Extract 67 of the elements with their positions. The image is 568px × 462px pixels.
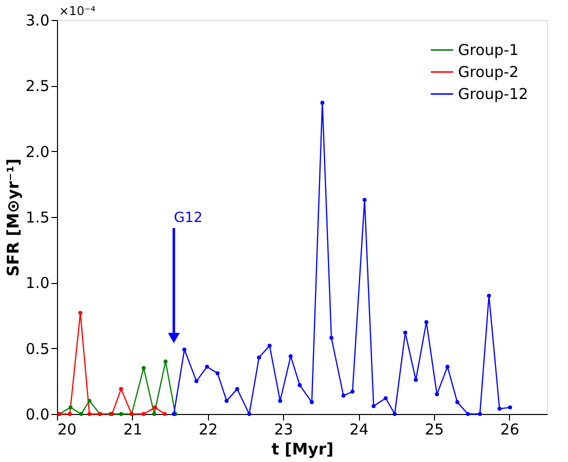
x-tick-label: 23 [274,420,294,438]
point [341,394,346,398]
point [235,387,240,392]
point [87,398,92,403]
point [68,412,72,416]
point [119,412,124,416]
y-tick-label: 2.0 [26,142,50,161]
point [414,378,418,382]
point [164,359,168,364]
legend-label: Group-2 [458,63,519,81]
point [384,396,388,400]
y-tick-label: 2.5 [26,77,50,96]
point [288,354,293,358]
point [434,392,439,396]
point [268,344,272,348]
legend-label: Group-12 [458,85,528,103]
y-axis-title: SFR [M⊙yr⁻¹] [4,158,23,277]
point [278,398,282,403]
point [257,356,262,360]
x-tick-label: 24 [349,420,369,438]
point [350,390,355,394]
point [320,100,324,105]
point [372,404,376,408]
annotation: G12 [174,210,203,226]
point [478,412,482,416]
point [310,400,314,404]
point [508,405,512,410]
point [153,405,157,410]
point [498,406,502,411]
point [298,383,302,388]
point [182,348,186,352]
point [152,412,156,416]
point [142,366,146,370]
point [216,371,220,376]
x-tick-label: 25 [424,420,444,438]
point [392,412,397,416]
y-tick-label: 0.0 [26,406,50,424]
y-tick-label: 1.0 [26,274,50,292]
text: ×10⁻⁴ [59,4,96,18]
y-tick-label: 3.0 [26,12,50,30]
point [87,412,92,416]
point [362,198,367,202]
point [466,412,470,416]
point [119,387,124,392]
point [205,364,210,369]
point [329,336,334,340]
y-tick-label: 1.5 [26,208,50,226]
x-tick-label: 20 [58,420,77,438]
point [79,412,84,416]
point [224,398,229,403]
point [247,412,252,416]
x-tick-label: 26 [500,420,520,438]
point [403,330,408,335]
x-tick-label: 21 [123,420,142,438]
legend-label: Group-1 [458,41,519,59]
point [78,310,82,315]
point [68,405,73,410]
point [194,379,198,384]
y-tick-label: 0.5 [26,340,50,358]
point [486,294,491,298]
x-tick-label: 22 [198,420,218,438]
point [142,412,146,416]
x-axis-title: t [Myr] [271,440,334,458]
point [445,364,450,369]
point [424,320,428,324]
point [455,400,460,404]
point [162,412,167,416]
